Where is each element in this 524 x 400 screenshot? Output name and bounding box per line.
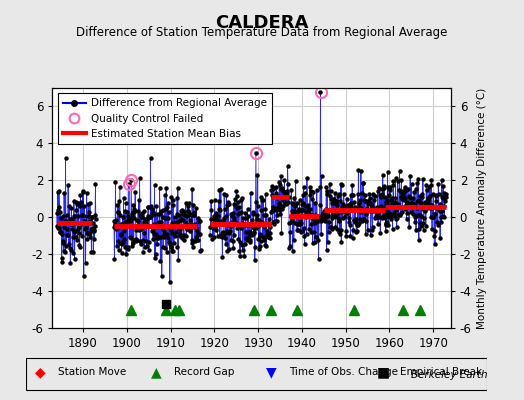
Text: Difference of Station Temperature Data from Regional Average: Difference of Station Temperature Data f… — [77, 26, 447, 39]
Y-axis label: Monthly Temperature Anomaly Difference (°C): Monthly Temperature Anomaly Difference (… — [477, 87, 487, 329]
Text: ◆: ◆ — [36, 365, 46, 379]
Legend: Difference from Regional Average, Quality Control Failed, Estimated Station Mean: Difference from Regional Average, Qualit… — [58, 93, 272, 144]
Text: ▲: ▲ — [151, 365, 161, 379]
Text: CALDERA: CALDERA — [215, 14, 309, 32]
Text: ▼: ▼ — [266, 365, 277, 379]
Text: Time of Obs. Change: Time of Obs. Change — [289, 367, 398, 377]
Text: ■: ■ — [377, 365, 390, 379]
Text: Berkeley Earth: Berkeley Earth — [411, 370, 487, 380]
Text: Empirical Break: Empirical Break — [400, 367, 482, 377]
Text: Record Gap: Record Gap — [174, 367, 234, 377]
Text: Station Move: Station Move — [59, 367, 127, 377]
